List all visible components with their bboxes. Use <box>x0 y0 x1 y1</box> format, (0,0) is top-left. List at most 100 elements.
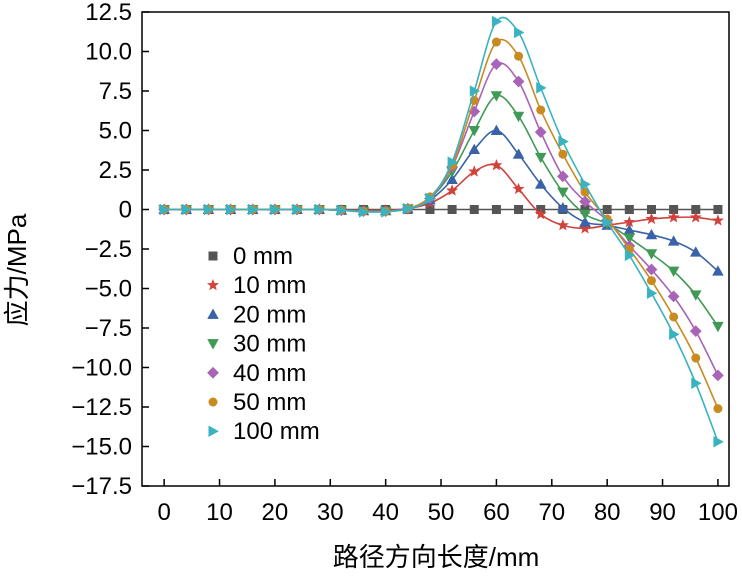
data-point <box>512 182 525 195</box>
data-point <box>691 377 702 390</box>
data-point <box>712 265 724 276</box>
data-point <box>646 205 656 215</box>
data-point <box>490 91 503 102</box>
data-point <box>691 353 701 363</box>
data-point <box>514 51 524 61</box>
legend-item: 10 mm <box>207 272 306 299</box>
data-point <box>469 205 479 215</box>
y-tick-label: 7.5 <box>99 78 132 105</box>
x-tick-label: 0 <box>157 499 170 526</box>
data-point <box>359 206 370 218</box>
data-point <box>181 203 193 216</box>
x-tick-label: 50 <box>428 499 455 526</box>
data-point <box>579 222 592 234</box>
data-point <box>534 207 547 220</box>
legend-item: 100 mm <box>208 418 320 445</box>
data-point <box>490 58 503 71</box>
legend-label: 0 mm <box>233 243 293 270</box>
data-point <box>534 152 547 164</box>
series-100-mm <box>159 15 724 448</box>
x-tick-label: 20 <box>262 499 289 526</box>
x-axis-ticks: 0 10 20 30 40 50 60 70 80 90 100 <box>157 479 738 526</box>
legend-item: 20 mm <box>207 301 306 328</box>
legend-label: 50 mm <box>233 389 306 416</box>
data-point <box>469 85 481 97</box>
legend-marker <box>207 308 219 319</box>
data-point <box>667 235 680 246</box>
data-point <box>713 404 723 414</box>
data-point <box>713 205 723 215</box>
data-point <box>579 195 591 208</box>
data-point <box>536 105 546 115</box>
y-axis-ticks: 12.5 10.0 7.5 5.0 2.5 0 −2.5 −5.0 −7.5 −10.0 −12.5… <box>71 0 149 500</box>
data-point <box>602 216 614 228</box>
data-point <box>534 126 547 138</box>
legend-label: 20 mm <box>233 301 306 328</box>
legend-marker <box>208 425 219 437</box>
data-point <box>711 214 724 226</box>
x-axis-title: 路径方向长度/mm <box>333 542 540 572</box>
legend-marker <box>207 339 219 350</box>
data-point <box>669 328 680 341</box>
series-layer <box>158 15 724 448</box>
data-point <box>490 158 503 171</box>
data-point <box>292 203 303 216</box>
data-point <box>514 26 525 39</box>
data-point <box>623 233 636 244</box>
data-point <box>624 205 634 215</box>
data-point <box>712 369 724 382</box>
legend-marker <box>208 251 218 261</box>
data-point <box>580 178 591 190</box>
legend-label: 10 mm <box>233 272 306 299</box>
data-point <box>602 205 612 215</box>
data-point <box>491 37 501 47</box>
data-point <box>646 276 656 286</box>
data-point <box>512 111 525 123</box>
data-point <box>514 205 524 215</box>
legend-item: 30 mm <box>207 331 306 358</box>
y-tick-label: 10.0 <box>85 39 132 66</box>
data-point <box>556 170 569 183</box>
y-tick-label: 2.5 <box>99 157 132 184</box>
x-tick-label: 30 <box>317 499 344 526</box>
data-point <box>669 312 679 322</box>
data-point <box>203 203 215 216</box>
data-point <box>557 202 569 213</box>
y-tick-label: −10.0 <box>71 355 132 382</box>
x-tick-label: 100 <box>698 499 738 526</box>
data-point <box>491 15 503 28</box>
data-point <box>689 325 702 338</box>
data-point <box>712 321 724 333</box>
data-point <box>690 246 702 257</box>
data-point <box>314 203 326 216</box>
x-tick-label: 10 <box>206 499 233 526</box>
data-point <box>512 148 525 159</box>
data-point <box>667 290 680 303</box>
legend-marker <box>207 366 219 379</box>
data-point <box>468 143 481 154</box>
data-point <box>558 149 568 159</box>
data-point <box>690 290 702 301</box>
legend-marker <box>208 397 218 407</box>
legend-item: 0 mm <box>208 243 293 270</box>
y-tick-label: −7.5 <box>85 315 132 342</box>
data-point <box>646 287 658 299</box>
data-point <box>447 156 458 168</box>
data-point <box>447 205 457 215</box>
data-point <box>645 263 658 276</box>
data-point <box>490 124 503 135</box>
data-point <box>446 173 458 184</box>
data-point <box>558 135 569 148</box>
y-axis-title: 应力/MPa <box>2 213 32 326</box>
x-tick-label: 60 <box>483 499 510 526</box>
data-point <box>512 75 525 88</box>
y-tick-label: −5.0 <box>85 276 132 303</box>
x-tick-label: 70 <box>538 499 565 526</box>
data-point <box>468 126 481 137</box>
legend-marker <box>207 278 219 291</box>
data-point <box>624 249 636 262</box>
data-point <box>579 216 591 227</box>
data-point <box>645 228 658 240</box>
